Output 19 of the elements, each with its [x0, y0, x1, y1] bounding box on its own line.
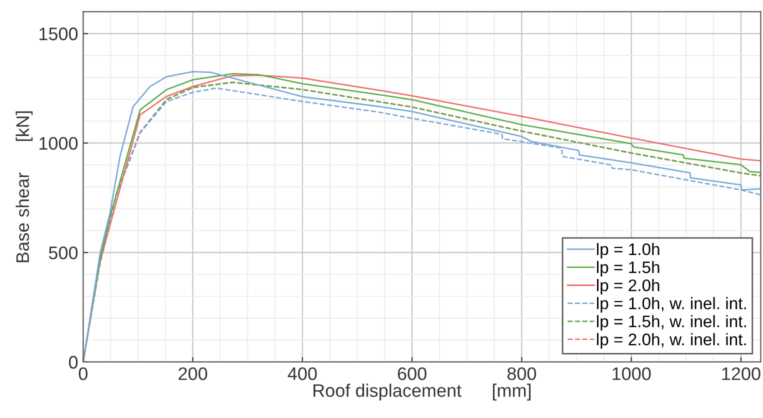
- legend-label: lp = 1.5h: [597, 260, 660, 277]
- x-tick-label: 600: [398, 367, 426, 380]
- y-tick-label: 500: [48, 246, 78, 260]
- x-axis-title: Roof displacement [mm]: [314, 384, 531, 401]
- y-tick-label: 1500: [40, 28, 78, 40]
- y-axis-title: Base shear [kN]: [16, 111, 33, 262]
- x-tick-label: 1000: [612, 367, 651, 380]
- legend-label: lp = 2.0h: [597, 279, 660, 295]
- x-tick-label: 0: [78, 367, 88, 380]
- legend-label: lp = 2.0h, w. inel. int.: [597, 333, 746, 349]
- legend-label: lp = 1.0h: [597, 242, 660, 258]
- y-tick-label: 1000: [40, 136, 78, 150]
- legend-label: lp = 1.5h, w. inel. int.: [597, 315, 746, 331]
- x-tick-label: 400: [288, 367, 317, 380]
- x-tick-label: 1200: [722, 367, 760, 380]
- legend-label: lp = 1.0h, w. inel. int.: [597, 297, 746, 313]
- x-tick-label: 200: [178, 367, 208, 380]
- x-tick-label: 800: [507, 367, 536, 380]
- y-tick-label: 0: [68, 356, 78, 369]
